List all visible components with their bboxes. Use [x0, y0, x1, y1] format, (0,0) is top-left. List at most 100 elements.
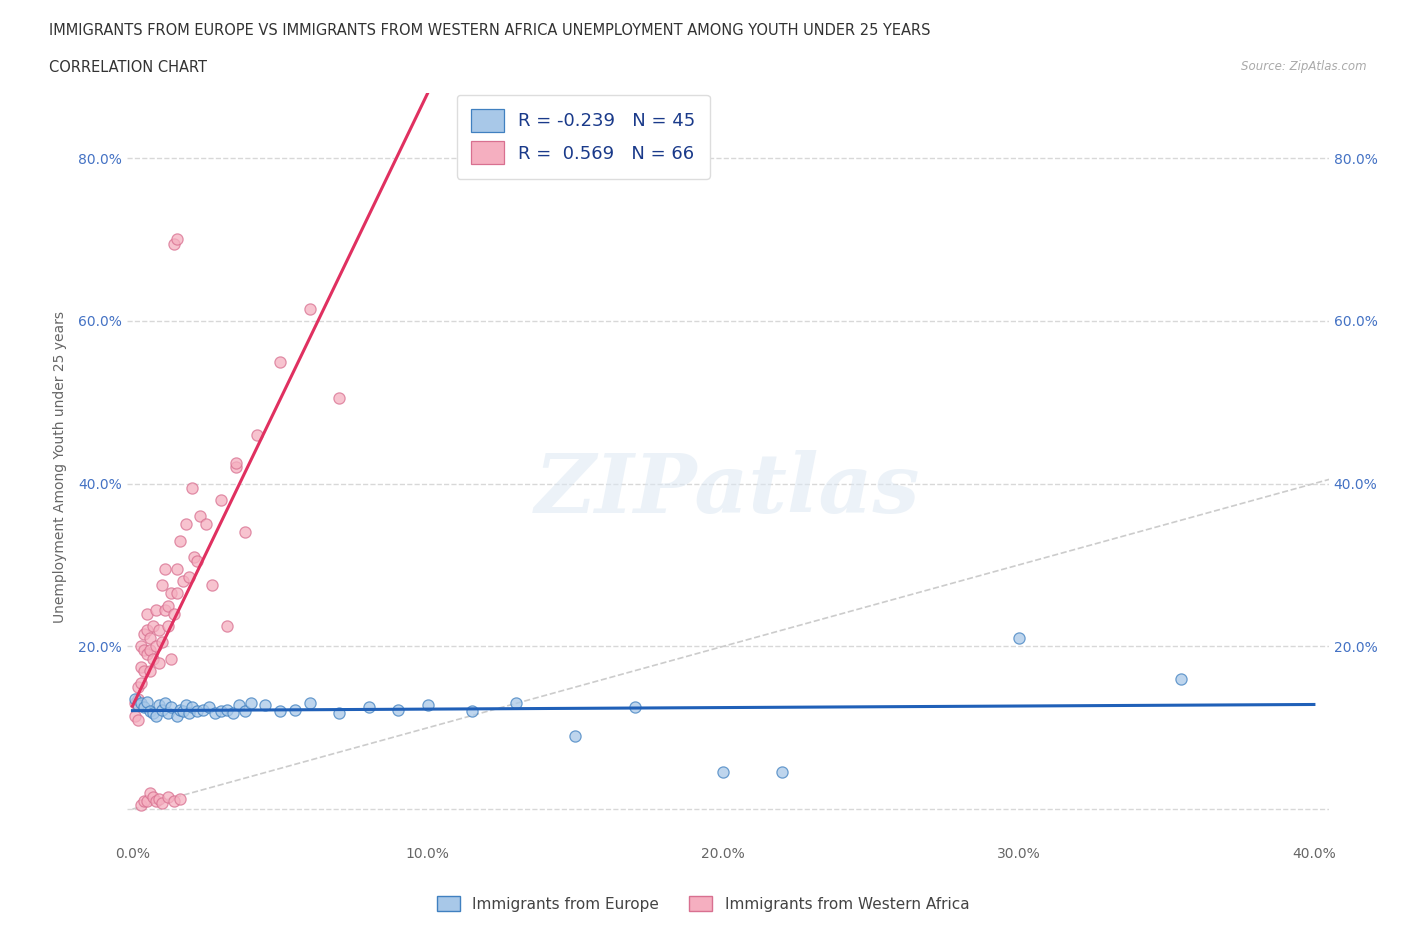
Point — [134, 700, 156, 715]
Point — [160, 651, 183, 666]
Point — [142, 651, 165, 666]
Point — [269, 354, 291, 369]
Point — [156, 618, 179, 633]
Point — [564, 728, 586, 743]
Point — [153, 696, 176, 711]
Point — [357, 700, 380, 715]
Point — [136, 647, 159, 662]
Point — [204, 706, 226, 721]
Point — [134, 793, 156, 808]
Point — [150, 795, 173, 810]
Point — [127, 692, 149, 707]
Point — [209, 704, 232, 719]
Point — [139, 643, 162, 658]
Point — [153, 562, 176, 577]
Legend: R = -0.239   N = 45, R =  0.569   N = 66: R = -0.239 N = 45, R = 0.569 N = 66 — [457, 95, 710, 179]
Point — [131, 659, 153, 674]
Point — [209, 493, 232, 508]
Point — [127, 698, 149, 712]
Point — [150, 702, 173, 717]
Point — [142, 706, 165, 721]
Point — [145, 603, 167, 618]
Point — [134, 627, 156, 642]
Point — [134, 663, 156, 678]
Point — [139, 663, 162, 678]
Point — [215, 702, 238, 717]
Text: IMMIGRANTS FROM EUROPE VS IMMIGRANTS FROM WESTERN AFRICA UNEMPLOYMENT AMONG YOUT: IMMIGRANTS FROM EUROPE VS IMMIGRANTS FRO… — [49, 23, 931, 38]
Point — [139, 785, 162, 800]
Point — [131, 675, 153, 690]
Point — [166, 232, 188, 247]
Point — [177, 570, 200, 585]
Text: CORRELATION CHART: CORRELATION CHART — [49, 60, 207, 75]
Point — [172, 704, 194, 719]
Point — [245, 428, 267, 443]
Point — [153, 603, 176, 618]
Point — [190, 509, 212, 524]
Point — [505, 696, 527, 711]
Point — [254, 698, 277, 712]
Point — [150, 635, 173, 650]
Point — [284, 702, 307, 717]
Point — [225, 456, 247, 471]
Point — [156, 598, 179, 613]
Point — [180, 700, 202, 715]
Point — [160, 586, 183, 601]
Point — [416, 698, 439, 712]
Point — [186, 704, 208, 719]
Point — [136, 623, 159, 638]
Point — [148, 698, 170, 712]
Point — [172, 574, 194, 589]
Point — [131, 798, 153, 813]
Point — [142, 618, 165, 633]
Point — [215, 618, 238, 633]
Point — [148, 656, 170, 671]
Point — [139, 704, 162, 719]
Point — [233, 704, 256, 719]
Point — [770, 765, 793, 780]
Point — [298, 301, 321, 316]
Point — [269, 704, 291, 719]
Point — [169, 702, 191, 717]
Point — [233, 525, 256, 540]
Point — [298, 696, 321, 711]
Point — [1007, 631, 1029, 645]
Point — [174, 517, 197, 532]
Text: Source: ZipAtlas.com: Source: ZipAtlas.com — [1241, 60, 1367, 73]
Point — [461, 704, 484, 719]
Point — [169, 792, 191, 807]
Point — [156, 790, 179, 804]
Legend: Immigrants from Europe, Immigrants from Western Africa: Immigrants from Europe, Immigrants from … — [430, 889, 976, 918]
Point — [160, 700, 183, 715]
Point — [139, 631, 162, 645]
Point — [124, 692, 146, 707]
Text: ZIPatlas: ZIPatlas — [534, 450, 921, 530]
Point — [163, 236, 186, 251]
Point — [127, 712, 149, 727]
Point — [131, 639, 153, 654]
Point — [166, 562, 188, 577]
Point — [193, 702, 215, 717]
Point — [195, 517, 218, 532]
Point — [124, 696, 146, 711]
Point — [183, 550, 205, 565]
Point — [148, 623, 170, 638]
Point — [131, 696, 153, 711]
Y-axis label: Unemployment Among Youth under 25 years: Unemployment Among Youth under 25 years — [52, 312, 66, 623]
Point — [198, 700, 221, 715]
Point — [328, 391, 350, 405]
Point — [145, 639, 167, 654]
Point — [166, 586, 188, 601]
Point — [387, 702, 409, 717]
Point — [142, 790, 165, 804]
Point — [145, 793, 167, 808]
Point — [623, 700, 645, 715]
Point — [136, 694, 159, 710]
Point — [169, 533, 191, 548]
Point — [156, 706, 179, 721]
Point — [136, 606, 159, 621]
Point — [228, 698, 250, 712]
Point — [136, 793, 159, 808]
Point — [201, 578, 224, 592]
Point — [711, 765, 734, 780]
